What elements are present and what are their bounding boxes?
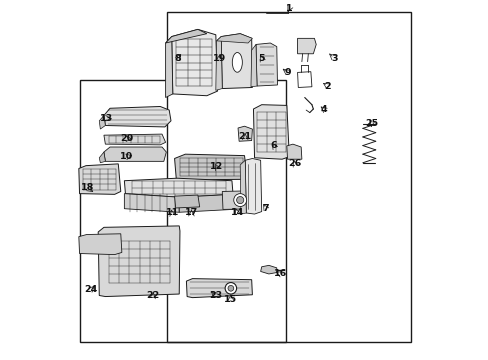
Text: 24: 24 xyxy=(84,285,98,294)
Text: 13: 13 xyxy=(100,114,113,123)
Polygon shape xyxy=(174,195,199,208)
Circle shape xyxy=(236,197,244,204)
Polygon shape xyxy=(165,37,172,98)
Polygon shape xyxy=(124,194,179,212)
Bar xyxy=(104,234,175,289)
Text: 6: 6 xyxy=(270,141,277,150)
Text: 7: 7 xyxy=(262,204,269,213)
Text: 10: 10 xyxy=(120,152,133,161)
Polygon shape xyxy=(79,164,121,194)
Text: 8: 8 xyxy=(174,54,181,63)
Polygon shape xyxy=(221,34,252,89)
Polygon shape xyxy=(165,30,206,43)
Polygon shape xyxy=(99,116,105,129)
Text: 16: 16 xyxy=(273,269,286,278)
Polygon shape xyxy=(297,39,316,54)
Bar xyxy=(80,80,285,342)
Polygon shape xyxy=(104,107,171,127)
Circle shape xyxy=(227,285,233,291)
Text: 17: 17 xyxy=(184,208,198,217)
Circle shape xyxy=(233,194,246,207)
Ellipse shape xyxy=(232,53,242,72)
Text: 11: 11 xyxy=(165,208,178,217)
Text: 22: 22 xyxy=(146,291,160,300)
Polygon shape xyxy=(260,265,276,274)
Ellipse shape xyxy=(241,131,249,137)
Text: 19: 19 xyxy=(212,54,225,63)
Polygon shape xyxy=(240,160,246,214)
Polygon shape xyxy=(79,234,122,255)
Polygon shape xyxy=(104,147,166,161)
Polygon shape xyxy=(216,34,252,43)
Polygon shape xyxy=(179,194,233,212)
Polygon shape xyxy=(171,30,217,96)
Text: 4: 4 xyxy=(320,105,327,114)
Polygon shape xyxy=(255,43,277,86)
Polygon shape xyxy=(286,144,301,159)
Text: 23: 23 xyxy=(209,291,222,300)
Polygon shape xyxy=(253,105,289,159)
Text: 14: 14 xyxy=(230,208,244,217)
Text: 3: 3 xyxy=(330,54,337,63)
Text: 12: 12 xyxy=(209,162,223,171)
Polygon shape xyxy=(222,191,258,210)
Polygon shape xyxy=(174,154,247,180)
Circle shape xyxy=(224,283,236,294)
Polygon shape xyxy=(98,226,180,297)
Text: 21: 21 xyxy=(238,132,251,141)
Polygon shape xyxy=(250,44,257,87)
Text: 26: 26 xyxy=(287,159,301,168)
Polygon shape xyxy=(104,134,165,145)
Text: 9: 9 xyxy=(284,68,290,77)
Text: 15: 15 xyxy=(224,294,237,303)
Polygon shape xyxy=(124,178,233,197)
Polygon shape xyxy=(244,158,261,214)
Text: 1: 1 xyxy=(285,4,292,13)
Text: 25: 25 xyxy=(365,119,378,128)
Polygon shape xyxy=(99,152,105,163)
Text: 2: 2 xyxy=(324,82,330,91)
Bar xyxy=(167,12,410,342)
Polygon shape xyxy=(215,37,222,90)
Ellipse shape xyxy=(290,148,299,157)
Text: 5: 5 xyxy=(258,54,264,63)
Text: 18: 18 xyxy=(81,183,94,192)
Polygon shape xyxy=(238,126,252,141)
Text: 20: 20 xyxy=(120,134,133,143)
Polygon shape xyxy=(186,279,252,298)
